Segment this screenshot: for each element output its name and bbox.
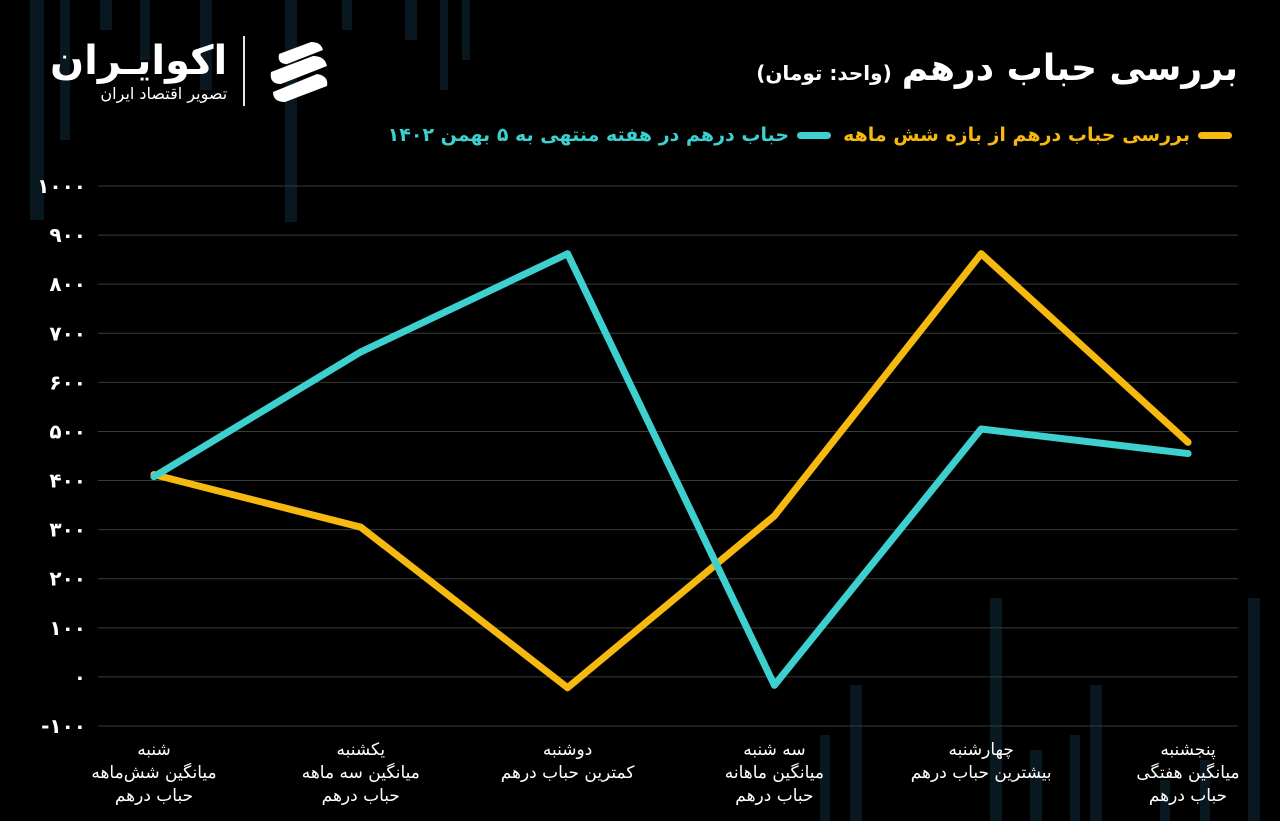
legend-label-week: حباب درهم در هفته منتهی به ۵ بهمن ۱۴۰۲ [387,124,790,146]
background-bars [30,0,1260,821]
background-bar [1090,685,1102,821]
background-bar [342,0,352,30]
x-tick-label-line: کمترین حباب درهم [501,763,636,783]
background-bar [1160,780,1170,821]
x-tick-label-line: دوشنبه [543,740,592,760]
legend-swatch-week [797,131,832,139]
grid [98,185,1238,727]
data-point [564,684,572,692]
y-tick-label: ۳۰۰ [49,518,86,542]
legend-item-week: حباب درهم در هفته منتهی به ۵ بهمن ۱۴۰۲ [387,124,832,146]
y-tick-label: ۲۰۰ [49,567,86,591]
data-point [1184,438,1192,446]
brand-mark-icon [270,42,328,102]
legend-swatch-six-month [1198,131,1232,139]
background-bar [850,685,862,821]
background-bar [140,0,150,60]
x-tick-label-line: میانگین شش‌ماهه [91,762,216,783]
y-tick-label: -۱۰۰ [41,714,86,738]
brand-divider [243,36,246,106]
y-tick-label: ۶۰۰ [49,370,86,394]
x-tick-label-line: سه شنبه [743,740,805,760]
background-bar [30,0,44,220]
legend-label-six-month: بررسی حباب درهم از بازه شش ماهه [843,124,1190,146]
y-tick-label: ۷۰۰ [49,321,86,345]
series-line-0 [150,250,1192,692]
unit-label: (واحد: تومان) [756,61,892,85]
background-bar [1030,750,1042,821]
x-tick-label-line: شنبه [137,740,171,760]
brand-logo: اکوایـران تصویر اقتصاد ایران [50,34,335,108]
y-tick-label: ۴۰۰ [49,469,86,493]
data-point [1184,450,1192,458]
legend: بررسی حباب درهم از بازه شش ماهه حباب دره… [388,124,1232,146]
x-tick-label: دوشنبه کمترین حباب درهم [501,740,636,783]
y-tick-label: ۵۰۰ [49,419,86,443]
background-bar [1200,760,1210,821]
brand-text: اکوایـران تصویر اقتصاد ایران [50,38,227,104]
x-tick-label-line: یکشنبه [336,740,385,760]
x-tick-label-line: میانگین ماهانه [725,762,824,783]
x-tick-label-line: میانگین هفتگی [1136,762,1239,783]
data-point [357,348,365,356]
x-tick-label-line: پنجشنبه [1160,740,1216,760]
chart-title: بررسی حباب درهم [901,48,1238,89]
x-tick-label-line: بیشترین حباب درهم [911,763,1052,783]
background-bar [1248,598,1260,821]
y-axis: -۱۰۰ ۰ ۱۰۰ ۲۰۰ ۳۰۰ ۴۰۰ ۵۰۰ ۶۰۰ ۷۰۰ ۸۰۰ ۹۰۰ ۱۰۰۰ [37,174,86,738]
data-point [150,473,158,481]
data-point [770,681,778,689]
y-tick-label: ۱۰۰ [49,616,86,640]
background-bar [200,0,212,90]
data-point [564,250,572,258]
background-bar [405,0,417,40]
background-bar [820,735,830,821]
x-tick-label: چهارشنبه بیشترین حباب درهم [911,740,1052,783]
y-tick-label: ۰ [74,665,86,689]
series-lines [150,250,1192,692]
x-tick-label-line: حباب درهم [115,786,193,806]
x-tick-label-line: چهارشنبه [949,740,1014,760]
y-tick-label: ۸۰۰ [49,272,86,296]
data-point [770,512,778,520]
x-tick-label-line: حباب درهم [735,786,813,806]
background-bar [440,0,448,90]
x-tick-label-line: حباب درهم [322,786,400,806]
y-tick-label: ۹۰۰ [49,223,86,247]
background-bar [100,0,112,30]
brand-tagline: تصویر اقتصاد ایران [100,84,228,103]
x-tick-label-line: میانگین سه ماهه [302,762,420,783]
data-point [977,425,985,433]
data-point [977,250,985,258]
x-tick-label-line: حباب درهم [1149,786,1227,806]
background-bar [1070,735,1080,821]
data-point [357,523,365,531]
legend-item-six-month: بررسی حباب درهم از بازه شش ماهه [843,124,1232,146]
y-tick-label: ۱۰۰۰ [37,174,86,198]
series-line-1 [150,250,1192,689]
chart-title-block: بررسی حباب درهم (واحد: تومان) [756,48,1238,89]
background-bar [990,598,1002,821]
background-bar [60,0,70,140]
brand-name: اکوایـران [50,38,228,84]
background-bar [462,0,470,60]
